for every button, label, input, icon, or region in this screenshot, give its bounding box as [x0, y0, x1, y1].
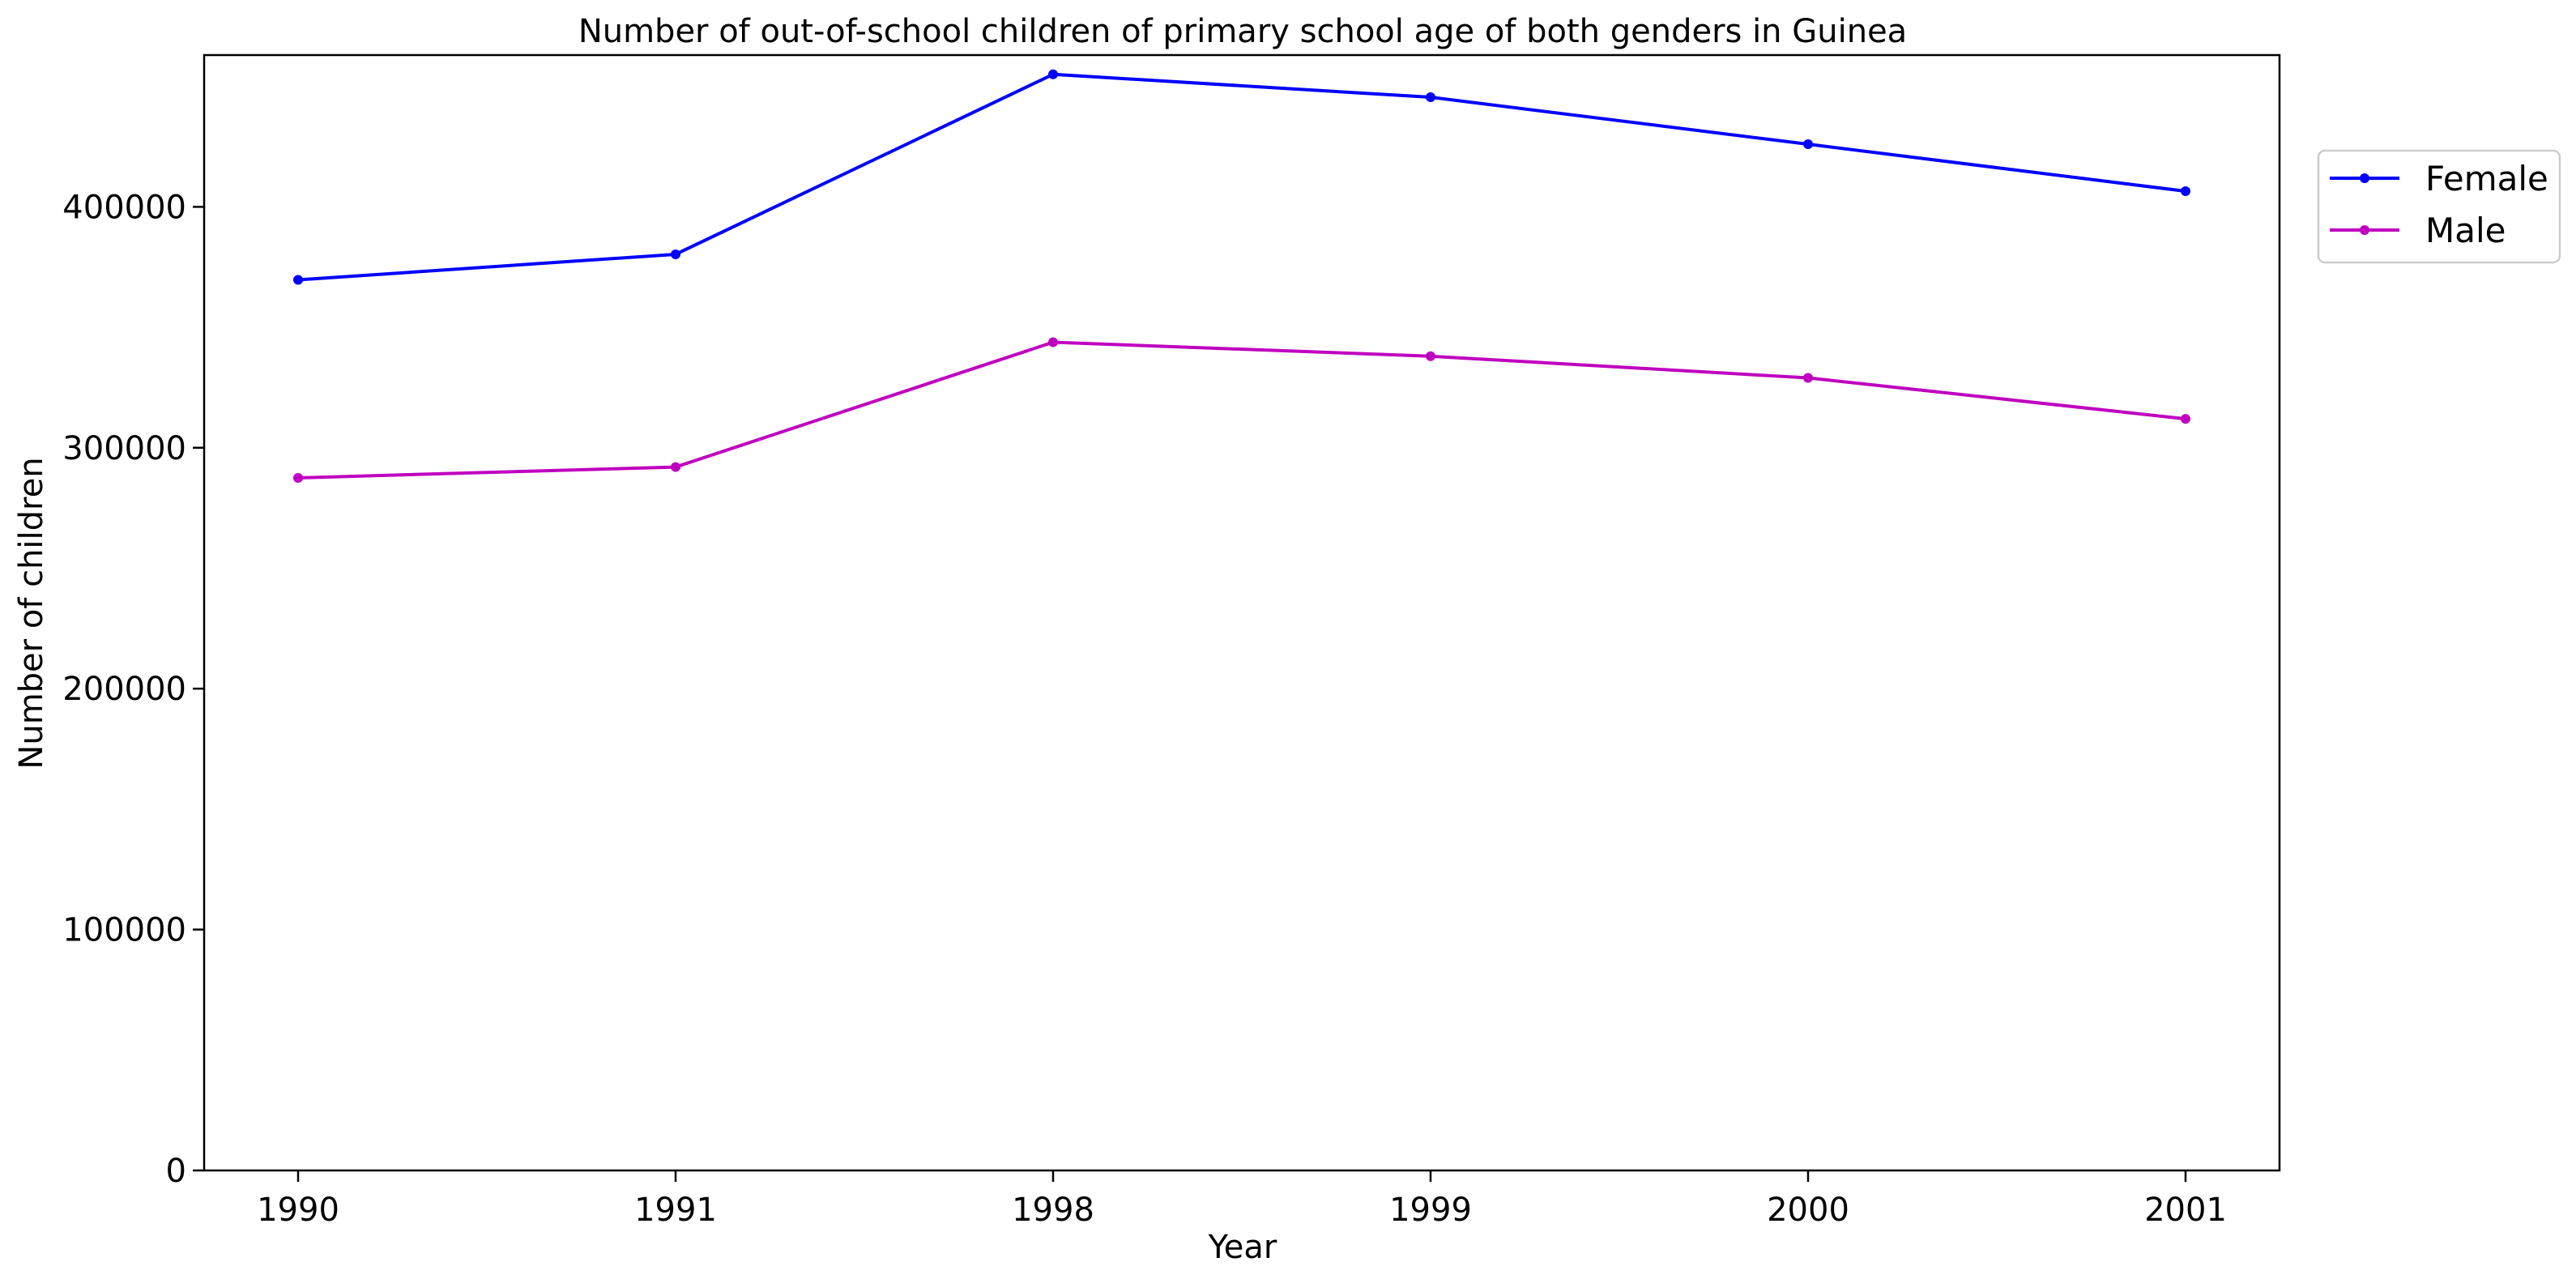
- series-layer: [293, 69, 2190, 483]
- y-axis: 0 100000 200000 300000 400000: [62, 189, 204, 1190]
- data-point-male: [2181, 414, 2190, 424]
- chart-title: Number of out-of-school children of prim…: [578, 13, 1907, 50]
- data-point-male: [1048, 337, 1058, 347]
- x-tick-label: 1991: [634, 1192, 717, 1229]
- data-point-female: [293, 275, 303, 285]
- plot-frame: [203, 53, 2281, 1172]
- legend-label-male: Male: [2425, 211, 2506, 250]
- data-point-male: [671, 462, 680, 472]
- x-tick-label: 2001: [2144, 1192, 2227, 1229]
- data-point-male: [1426, 351, 1435, 361]
- data-point-female: [1803, 139, 1813, 150]
- legend-item-female: Female: [2330, 159, 2548, 198]
- x-axis-label: Year: [1208, 1229, 1277, 1266]
- legend: Female Male: [2317, 149, 2561, 264]
- plot-area: 1990 1991 1998 1999 2000 2001 0 100000 200000 30…: [62, 53, 2281, 1229]
- series-female: [293, 69, 2190, 285]
- data-point-female: [671, 249, 680, 259]
- y-tick-label: 200000: [62, 671, 186, 708]
- x-tick-label: 1998: [1012, 1192, 1094, 1229]
- x-axis: 1990 1991 1998 1999 2000 2001: [257, 1170, 2227, 1229]
- data-point-male: [293, 472, 303, 483]
- data-point-female: [2181, 186, 2190, 197]
- data-point-male: [1803, 373, 1813, 383]
- legend-marker-male: [2360, 225, 2369, 235]
- x-tick-label: 1990: [257, 1192, 339, 1229]
- data-point-female: [1048, 69, 1058, 79]
- y-tick-label: 0: [166, 1153, 186, 1190]
- y-tick-label: 100000: [62, 912, 186, 949]
- y-tick-label: 400000: [62, 189, 186, 226]
- y-tick-label: 300000: [62, 430, 186, 467]
- legend-item-male: Male: [2330, 211, 2506, 250]
- y-axis-label: Number of children: [13, 457, 50, 769]
- legend-label-female: Female: [2425, 159, 2548, 198]
- series-line-female: [297, 72, 2186, 282]
- x-tick-label: 2000: [1767, 1192, 1849, 1229]
- legend-marker-female: [2360, 173, 2369, 183]
- series-male: [293, 337, 2190, 483]
- series-line-male: [297, 340, 2186, 480]
- data-point-female: [1426, 92, 1435, 103]
- x-tick-label: 1999: [1389, 1192, 1472, 1229]
